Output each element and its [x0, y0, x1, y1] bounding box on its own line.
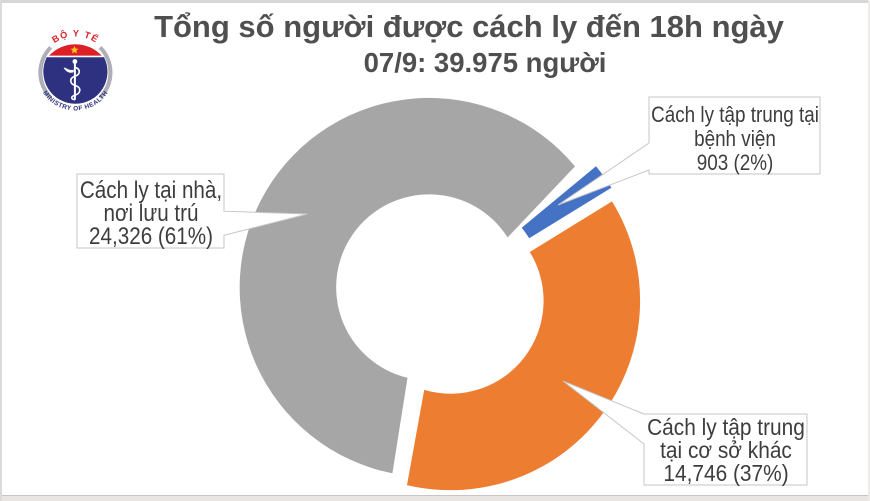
- svg-text:BỘ Y TẾ: BỘ Y TẾ: [50, 28, 100, 45]
